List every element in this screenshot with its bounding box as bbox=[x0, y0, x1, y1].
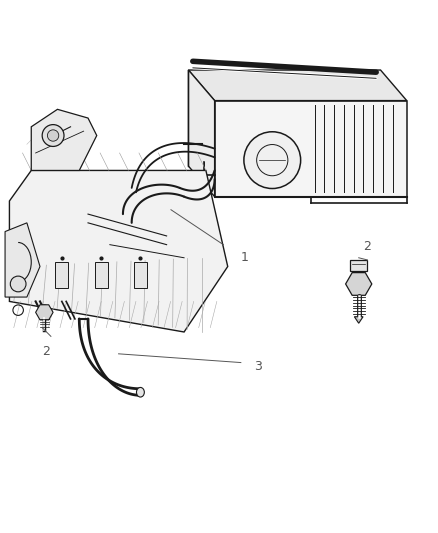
Polygon shape bbox=[10, 171, 228, 332]
Bar bbox=[95, 262, 108, 288]
Circle shape bbox=[42, 125, 64, 147]
Bar bbox=[350, 260, 367, 271]
Polygon shape bbox=[188, 70, 407, 101]
Circle shape bbox=[244, 132, 300, 189]
Ellipse shape bbox=[137, 387, 145, 397]
Polygon shape bbox=[5, 223, 40, 297]
Polygon shape bbox=[215, 101, 407, 197]
Polygon shape bbox=[354, 317, 363, 323]
Polygon shape bbox=[31, 109, 97, 171]
Text: 1: 1 bbox=[241, 251, 249, 264]
Text: 2: 2 bbox=[42, 345, 50, 358]
Bar bbox=[55, 262, 68, 288]
Bar bbox=[134, 262, 147, 288]
Text: 3: 3 bbox=[254, 360, 262, 374]
Circle shape bbox=[11, 276, 26, 292]
Circle shape bbox=[47, 130, 59, 141]
Text: 2: 2 bbox=[364, 240, 371, 253]
Polygon shape bbox=[188, 70, 215, 197]
